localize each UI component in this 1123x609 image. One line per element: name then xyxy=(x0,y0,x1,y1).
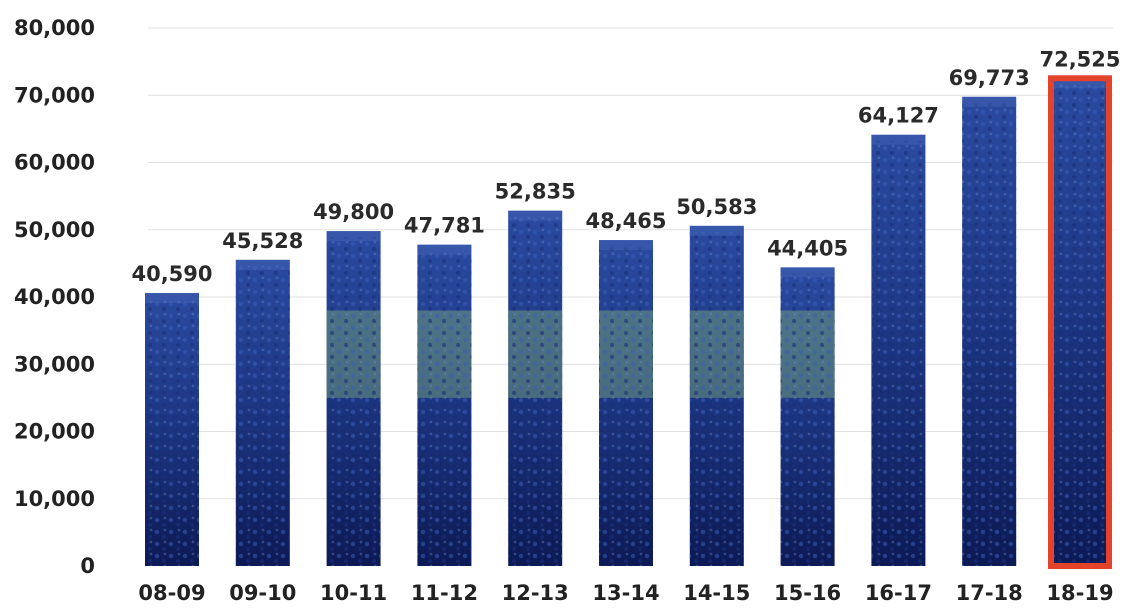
bar-highlight xyxy=(962,96,1017,107)
data-label: 45,528 xyxy=(222,229,303,253)
data-label: 52,835 xyxy=(495,180,576,204)
crowd-texture xyxy=(326,237,381,566)
x-tick-label: 17-18 xyxy=(956,581,1023,605)
y-tick-label: 50,000 xyxy=(14,218,95,242)
y-tick-label: 30,000 xyxy=(14,352,95,376)
bar-highlight xyxy=(235,259,290,270)
bar-highlight xyxy=(599,240,653,251)
crowd-texture xyxy=(962,102,1017,566)
bar xyxy=(326,231,381,566)
crowd-texture xyxy=(780,273,835,566)
data-labels: 40,590 45,528 49,800 47,781 52,835 48,465 50,5… xyxy=(131,47,1120,286)
x-tick-label: 14-15 xyxy=(683,581,750,605)
bar xyxy=(599,240,653,566)
crowd-texture xyxy=(235,265,290,566)
bar-highlight xyxy=(417,244,472,255)
bar-highlight xyxy=(145,293,199,304)
y-tick-label: 10,000 xyxy=(14,487,95,511)
crowd-texture xyxy=(417,250,472,566)
bar-highlight xyxy=(780,267,835,278)
y-tick-label: 40,000 xyxy=(14,285,95,309)
bar xyxy=(780,267,835,566)
y-axis-tick-labels: 0 10,000 20,000 30,000 40,000 50,000 60,000 70,… xyxy=(14,16,95,578)
data-label: 64,127 xyxy=(858,104,939,128)
x-tick-label: 13-14 xyxy=(592,581,659,605)
crowd-texture xyxy=(599,246,653,566)
bar-highlight xyxy=(326,231,381,242)
y-tick-label: 70,000 xyxy=(14,83,95,107)
crowd-texture xyxy=(508,216,563,566)
x-tick-label: 15-16 xyxy=(774,581,841,605)
bar xyxy=(962,96,1017,566)
bar-highlight xyxy=(689,225,744,236)
bar xyxy=(417,244,472,566)
crowd-texture xyxy=(871,140,926,567)
crowd-texture xyxy=(689,231,744,566)
bar xyxy=(235,259,290,566)
data-label: 48,465 xyxy=(585,209,666,233)
bar-highlight xyxy=(508,210,563,221)
bar xyxy=(689,225,744,566)
data-label: 40,590 xyxy=(131,262,212,286)
x-tick-label: 10-11 xyxy=(320,581,387,605)
bars xyxy=(145,75,1112,569)
bar xyxy=(508,210,563,566)
crowd-texture xyxy=(145,299,199,566)
y-tick-label: 60,000 xyxy=(14,151,95,175)
bar xyxy=(145,293,199,566)
crowd-texture xyxy=(1053,84,1107,566)
data-label: 44,405 xyxy=(767,236,848,260)
highlight-border xyxy=(1048,75,1112,569)
data-label: 69,773 xyxy=(949,66,1030,90)
x-tick-label: 11-12 xyxy=(411,581,478,605)
y-tick-label: 0 xyxy=(80,554,95,578)
bar xyxy=(871,134,926,567)
bar-highlight xyxy=(1053,78,1107,89)
data-label: 49,800 xyxy=(313,200,394,224)
data-label: 50,583 xyxy=(676,195,757,219)
y-tick-label: 20,000 xyxy=(14,420,95,444)
x-tick-label: 12-13 xyxy=(502,581,569,605)
data-label: 47,781 xyxy=(404,214,485,238)
x-tick-label: 09-10 xyxy=(229,581,296,605)
bar-highlight xyxy=(871,134,926,145)
y-tick-label: 80,000 xyxy=(14,16,95,40)
x-tick-label: 08-09 xyxy=(138,581,205,605)
bar xyxy=(1048,75,1112,569)
x-tick-label: 16-17 xyxy=(865,581,932,605)
x-tick-label: 18-19 xyxy=(1046,581,1113,605)
x-axis-tick-labels: 08-09 09-10 10-11 11-12 12-13 13-14 14-15 15-16… xyxy=(138,581,1113,605)
data-label: 72,525 xyxy=(1039,47,1120,71)
